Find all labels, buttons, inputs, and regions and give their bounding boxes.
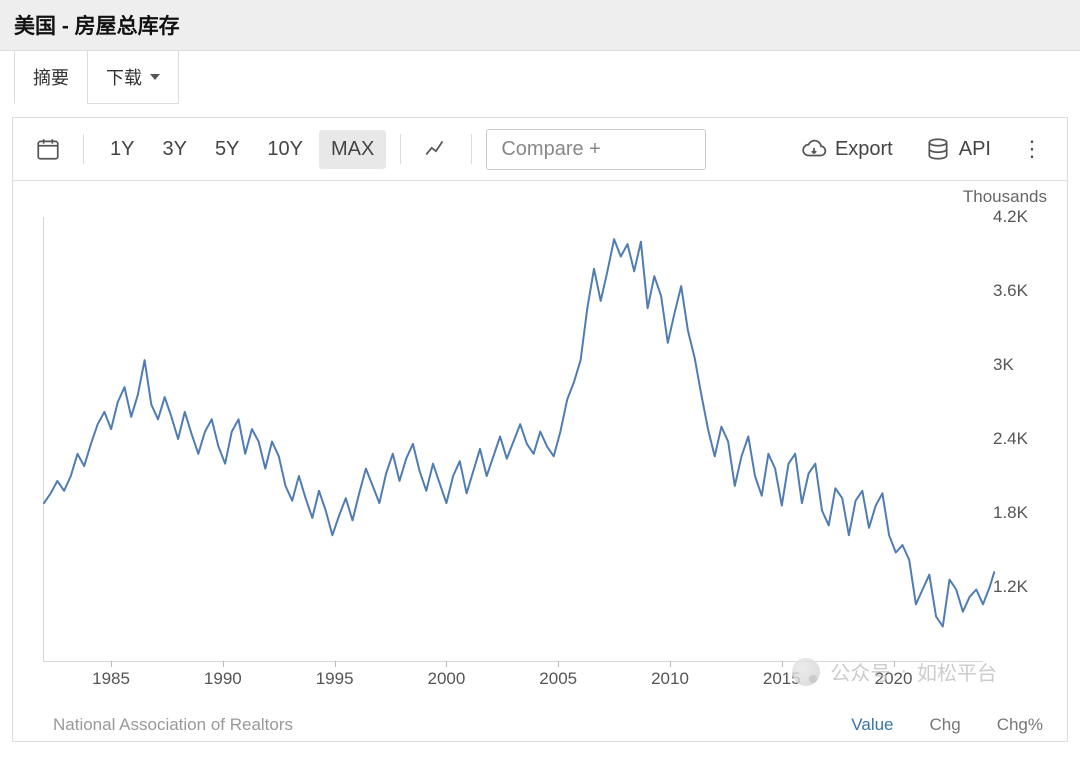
header-bar: 美国 - 房屋总库存 bbox=[0, 0, 1080, 51]
value-tab-value[interactable]: Value bbox=[851, 715, 893, 735]
x-tick-label: 1990 bbox=[204, 669, 242, 689]
x-tick-label: 1985 bbox=[92, 669, 130, 689]
chart-type-button[interactable] bbox=[415, 130, 457, 168]
watermark-sep: · bbox=[900, 660, 907, 683]
chart-source-label: National Association of Realtors bbox=[53, 715, 293, 735]
page-title: 美国 - 房屋总库存 bbox=[14, 15, 180, 38]
range-button-3y[interactable]: 3Y bbox=[150, 130, 198, 169]
x-tick-mark bbox=[446, 661, 447, 667]
y-tick-label: 3K bbox=[993, 355, 1053, 375]
cloud-download-icon bbox=[801, 136, 827, 162]
x-tick-label: 2000 bbox=[428, 669, 466, 689]
watermark: 公众号 · 如松平台 bbox=[792, 657, 997, 686]
x-tick-label: 2005 bbox=[539, 669, 577, 689]
export-button[interactable]: Export bbox=[789, 128, 905, 170]
database-icon bbox=[925, 136, 951, 162]
value-type-tabs: Value Chg Chg% bbox=[851, 715, 1043, 735]
watermark-prefix: 公众号 bbox=[830, 657, 890, 686]
chart-area: Thousands 1.2K1.8K2.4K3K3.6K4.2K19851990… bbox=[13, 181, 1067, 741]
value-tab-chg[interactable]: Chg bbox=[930, 715, 961, 735]
calendar-icon bbox=[35, 136, 61, 162]
chevron-down-icon bbox=[150, 74, 160, 80]
more-menu-button[interactable]: ⋮ bbox=[1011, 136, 1053, 162]
tab-download[interactable]: 下载 bbox=[87, 51, 179, 104]
x-tick-mark bbox=[335, 661, 336, 667]
toolbar-separator bbox=[471, 134, 472, 164]
toolbar-separator bbox=[83, 134, 84, 164]
line-chart-icon bbox=[423, 136, 449, 162]
x-tick-label: 1995 bbox=[316, 669, 354, 689]
compare-input[interactable]: Compare + bbox=[486, 129, 706, 170]
chart-line-series bbox=[44, 217, 983, 661]
value-tab-chgpct[interactable]: Chg% bbox=[997, 715, 1043, 735]
x-tick-mark bbox=[223, 661, 224, 667]
y-tick-label: 4.2K bbox=[993, 207, 1053, 227]
watermark-name: 如松平台 bbox=[917, 657, 997, 686]
x-tick-mark bbox=[670, 661, 671, 667]
compare-placeholder: Compare + bbox=[501, 138, 601, 160]
x-tick-mark bbox=[558, 661, 559, 667]
range-button-5y[interactable]: 5Y bbox=[203, 130, 251, 169]
y-tick-label: 3.6K bbox=[993, 281, 1053, 301]
tab-summary-label: 摘要 bbox=[33, 64, 69, 90]
tab-summary[interactable]: 摘要 bbox=[14, 51, 88, 104]
range-button-max[interactable]: MAX bbox=[319, 130, 386, 169]
toolbar-separator bbox=[400, 134, 401, 164]
x-tick-mark bbox=[782, 661, 783, 667]
api-label: API bbox=[959, 138, 991, 161]
y-tick-label: 1.2K bbox=[993, 577, 1053, 597]
chart-toolbar: 1Y3Y5Y10YMAX Compare + Export API ⋮ bbox=[13, 118, 1067, 181]
chart-panel: 1Y3Y5Y10YMAX Compare + Export API ⋮ bbox=[12, 117, 1068, 742]
more-vertical-icon: ⋮ bbox=[1021, 136, 1043, 161]
range-button-10y[interactable]: 10Y bbox=[255, 130, 315, 169]
api-button[interactable]: API bbox=[913, 128, 1003, 170]
y-axis-unit-label: Thousands bbox=[963, 187, 1047, 207]
x-tick-label: 2010 bbox=[651, 669, 689, 689]
wechat-icon bbox=[792, 658, 820, 686]
chart-plot[interactable]: 1.2K1.8K2.4K3K3.6K4.2K198519901995200020… bbox=[43, 217, 983, 662]
tabs-row: 摘要 下载 bbox=[0, 51, 1080, 105]
y-tick-label: 1.8K bbox=[993, 503, 1053, 523]
calendar-button[interactable] bbox=[27, 130, 69, 168]
y-tick-label: 2.4K bbox=[993, 429, 1053, 449]
range-group: 1Y3Y5Y10YMAX bbox=[98, 130, 386, 169]
tab-download-label: 下载 bbox=[106, 64, 142, 90]
range-button-1y[interactable]: 1Y bbox=[98, 130, 146, 169]
x-tick-mark bbox=[111, 661, 112, 667]
export-label: Export bbox=[835, 138, 893, 161]
